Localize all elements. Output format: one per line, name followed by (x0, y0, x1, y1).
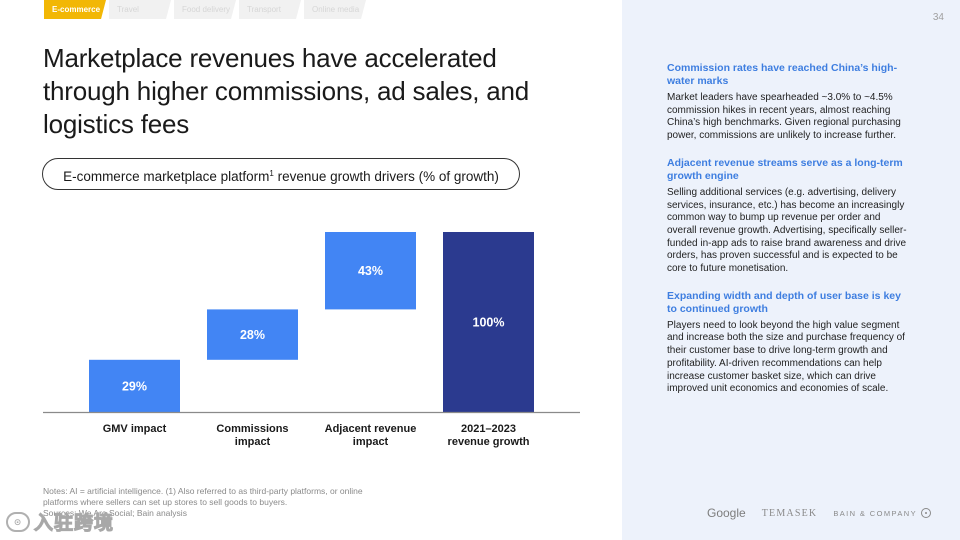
category-label-line: revenue growth (448, 436, 530, 448)
key-point-body: Market leaders have spearheaded ~3.0% to… (667, 92, 901, 142)
chart-title-suffix: revenue growth drivers (% of growth) (273, 169, 499, 184)
category-label: 2021–2023 revenue growth (448, 423, 530, 448)
category-label-line: impact (235, 436, 271, 448)
bain-logo: BAIN & COMPANY (833, 508, 931, 518)
tab-online-media[interactable]: Online media (304, 0, 366, 19)
key-point-body: Selling additional services (e.g. advert… (667, 186, 907, 275)
bar-value-label: 100% (473, 316, 505, 330)
category-label-line: GMV impact (103, 423, 167, 435)
bar-value-label: 43% (358, 264, 383, 278)
partner-logos: Google TEMASEK BAIN & COMPANY (707, 506, 931, 520)
key-point-heading: Commission rates have reached China’s hi… (667, 62, 898, 87)
category-label-line: Adjacent revenue (325, 423, 417, 435)
chart-title-pill: E-commerce marketplace platform1 revenue… (42, 158, 520, 190)
key-point-heading: Expanding width and depth of user base i… (667, 289, 901, 315)
temasek-logo: TEMASEK (761, 507, 818, 519)
google-logo: Google (707, 506, 746, 520)
tab-transport[interactable]: Transport (239, 0, 301, 19)
tab-e-commerce[interactable]: E-commerce (44, 0, 106, 19)
category-label-line: impact (353, 436, 389, 448)
footnotes: Notes: AI = artificial intelligence. (1)… (43, 486, 383, 519)
slide-title: Marketplace revenues have accelerated th… (43, 43, 530, 139)
key-point-heading: Adjacent revenue streams serve as a long… (667, 156, 903, 182)
bar-3 (443, 232, 534, 412)
section-tabs: E-commerce Travel Food delivery Transport On… (44, 0, 366, 19)
bar-value-label: 29% (122, 379, 147, 393)
36kr-logo-icon: ⊙ (6, 511, 30, 532)
key-point-body: Players need to look beyond the high val… (667, 319, 905, 395)
bar-2 (325, 232, 416, 310)
key-point: Commission rates have reached China’s hi… (667, 62, 907, 143)
page-number: 34 (932, 12, 944, 23)
key-point: Adjacent revenue streams serve as a long… (667, 157, 907, 276)
bar-value-label: 28% (240, 328, 265, 342)
watermark-text: 入驻跨境 (33, 513, 115, 535)
category-label-line: Commissions (216, 423, 288, 435)
category-label: Adjacent revenue impact (325, 423, 417, 448)
category-label: Commissions impact (216, 423, 288, 448)
key-points-list: Commission rates have reached China’s hi… (667, 62, 907, 410)
insights-panel: 34 Commission rates have reached China’s… (622, 0, 960, 540)
notes-text: Notes: AI = artificial intelligence. (1)… (43, 486, 363, 518)
category-label: GMV impact (103, 423, 167, 435)
bar-1 (207, 309, 298, 360)
chart-title-text: E-commerce marketplace platform (63, 169, 270, 184)
category-label-line: 2021–2023 (461, 423, 516, 435)
watermark: ⊙ 入驻跨境 (6, 508, 114, 535)
bain-mark-icon (920, 508, 931, 518)
tab-food-delivery[interactable]: Food delivery (174, 0, 236, 19)
key-point: Expanding width and depth of user base i… (667, 290, 907, 396)
bar-0 (89, 359, 180, 412)
tab-travel[interactable]: Travel (109, 0, 171, 19)
chart-title-footnote: 1 (269, 169, 274, 178)
bain-logo-text: BAIN & COMPANY (833, 508, 917, 518)
